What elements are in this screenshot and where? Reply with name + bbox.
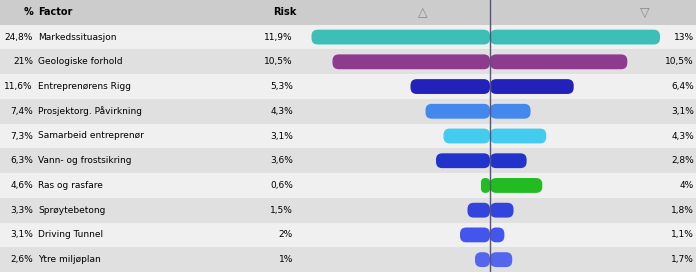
FancyBboxPatch shape <box>490 252 512 267</box>
Bar <box>0 173 696 198</box>
Text: 1,5%: 1,5% <box>270 206 293 215</box>
FancyBboxPatch shape <box>490 227 505 242</box>
Text: 2,6%: 2,6% <box>10 255 33 264</box>
Text: 7,4%: 7,4% <box>10 107 33 116</box>
FancyBboxPatch shape <box>490 79 574 94</box>
Text: %: % <box>23 7 33 17</box>
FancyBboxPatch shape <box>436 153 490 168</box>
FancyBboxPatch shape <box>490 153 527 168</box>
Text: 3,1%: 3,1% <box>10 230 33 239</box>
Text: 3,1%: 3,1% <box>671 107 694 116</box>
Bar <box>0 0 696 25</box>
Text: 4,6%: 4,6% <box>10 181 33 190</box>
Text: Ras og rasfare: Ras og rasfare <box>38 181 103 190</box>
FancyBboxPatch shape <box>490 203 514 218</box>
Bar <box>0 74 696 99</box>
Bar <box>0 247 696 272</box>
Text: Ytre miljøplan: Ytre miljøplan <box>38 255 101 264</box>
Text: 2,8%: 2,8% <box>671 156 694 165</box>
Text: 10,5%: 10,5% <box>665 57 694 66</box>
Text: Risk: Risk <box>273 7 296 17</box>
Text: Prosjektorg. Påvirkning: Prosjektorg. Påvirkning <box>38 106 142 116</box>
Text: 11,9%: 11,9% <box>264 33 293 42</box>
FancyBboxPatch shape <box>481 178 490 193</box>
FancyBboxPatch shape <box>411 79 490 94</box>
Text: 10,5%: 10,5% <box>264 57 293 66</box>
Bar <box>0 148 696 173</box>
Text: ▽: ▽ <box>640 6 650 19</box>
Text: 6,4%: 6,4% <box>671 82 694 91</box>
Bar <box>0 222 696 247</box>
Text: 4,3%: 4,3% <box>270 107 293 116</box>
Bar <box>0 124 696 148</box>
Text: 11,6%: 11,6% <box>4 82 33 91</box>
Text: 6,3%: 6,3% <box>10 156 33 165</box>
Bar <box>0 25 696 50</box>
Text: 5,3%: 5,3% <box>270 82 293 91</box>
FancyBboxPatch shape <box>425 104 490 119</box>
Text: △: △ <box>418 6 427 19</box>
Text: 4,3%: 4,3% <box>671 131 694 141</box>
Text: 2%: 2% <box>279 230 293 239</box>
Text: 1,1%: 1,1% <box>671 230 694 239</box>
Text: Sprøytebetong: Sprøytebetong <box>38 206 105 215</box>
Text: 1,7%: 1,7% <box>671 255 694 264</box>
FancyBboxPatch shape <box>490 30 660 45</box>
Text: Geologiske forhold: Geologiske forhold <box>38 57 122 66</box>
Bar <box>0 99 696 124</box>
Text: Factor: Factor <box>38 7 72 17</box>
Text: Samarbeid entreprenør: Samarbeid entreprenør <box>38 131 144 141</box>
Text: Entreprenørens Rigg: Entreprenørens Rigg <box>38 82 131 91</box>
Text: 3,6%: 3,6% <box>270 156 293 165</box>
Text: 0,6%: 0,6% <box>270 181 293 190</box>
Text: 3,3%: 3,3% <box>10 206 33 215</box>
FancyBboxPatch shape <box>490 178 542 193</box>
FancyBboxPatch shape <box>333 54 490 69</box>
Text: 3,1%: 3,1% <box>270 131 293 141</box>
Bar <box>0 198 696 222</box>
Bar <box>0 50 696 74</box>
Text: 1%: 1% <box>278 255 293 264</box>
FancyBboxPatch shape <box>468 203 490 218</box>
Text: 1,8%: 1,8% <box>671 206 694 215</box>
FancyBboxPatch shape <box>490 129 546 143</box>
Text: 13%: 13% <box>674 33 694 42</box>
Text: 24,8%: 24,8% <box>5 33 33 42</box>
Text: Vann- og frostsikring: Vann- og frostsikring <box>38 156 132 165</box>
FancyBboxPatch shape <box>443 129 490 143</box>
FancyBboxPatch shape <box>475 252 490 267</box>
FancyBboxPatch shape <box>312 30 490 45</box>
FancyBboxPatch shape <box>460 227 490 242</box>
FancyBboxPatch shape <box>490 104 530 119</box>
Text: 4%: 4% <box>680 181 694 190</box>
Text: Markedssituasjon: Markedssituasjon <box>38 33 116 42</box>
FancyBboxPatch shape <box>490 54 627 69</box>
Text: 21%: 21% <box>13 57 33 66</box>
Text: Driving Tunnel: Driving Tunnel <box>38 230 103 239</box>
Text: 7,3%: 7,3% <box>10 131 33 141</box>
